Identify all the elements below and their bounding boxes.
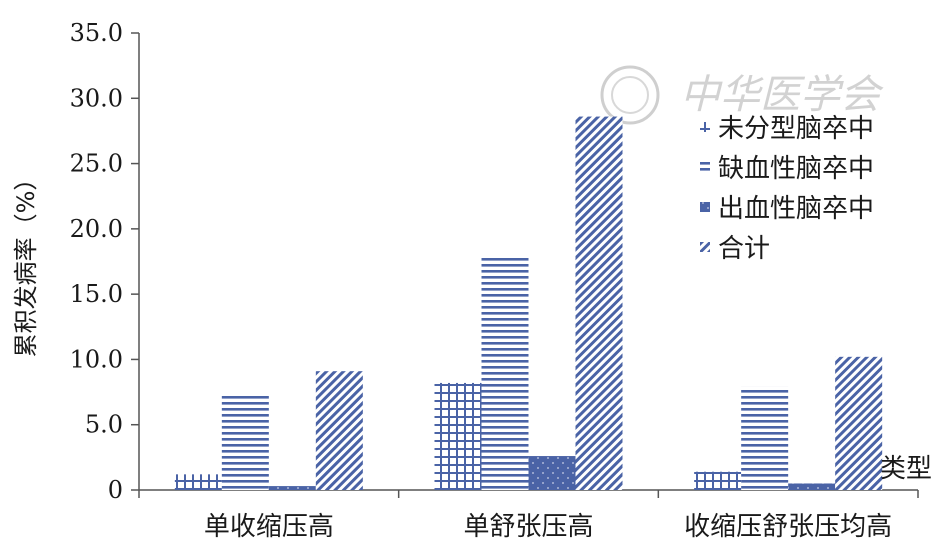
y-tick-label: 10.0 — [70, 345, 123, 373]
legend-swatch — [700, 202, 710, 212]
y-tick-label: 35.0 — [70, 19, 123, 47]
bar-2-category-1 — [221, 393, 269, 490]
bar-2-category-3 — [741, 386, 789, 490]
legend-swatch — [700, 162, 710, 172]
bar-1-category-2 — [434, 382, 482, 490]
legend-label: 出血性脑卒中 — [718, 194, 874, 224]
category-label: 单收缩压高 — [204, 512, 334, 542]
y-tick-label: 25.0 — [70, 150, 123, 178]
legend-label: 缺血性脑卒中 — [718, 154, 874, 184]
bar-3-category-3 — [788, 483, 836, 490]
category-label: 收缩压舒张压均高 — [684, 512, 892, 542]
watermark-seal-inner-icon — [611, 76, 649, 114]
watermark: 中华医学会 — [600, 65, 884, 125]
bar-3-category-1 — [268, 486, 316, 490]
y-tick-label: 5.0 — [85, 411, 123, 439]
bar-3-category-2 — [528, 456, 576, 490]
bar-1-category-1 — [174, 474, 222, 490]
bar-1-category-3 — [694, 471, 742, 490]
bar-4-category-1 — [315, 371, 363, 490]
category-label: 单舒张压高 — [463, 512, 593, 542]
bar-4-category-3 — [835, 356, 883, 490]
legend-swatch — [700, 242, 710, 252]
y-tick-label: 15.0 — [70, 280, 123, 308]
y-tick-label: 20.0 — [70, 215, 123, 243]
y-tick-label: 0 — [108, 476, 123, 504]
legend-label: 合计 — [718, 234, 770, 264]
legend-label: 未分型脑卒中 — [718, 114, 874, 144]
bar-4-category-2 — [575, 116, 623, 491]
legend-swatch — [700, 122, 710, 132]
y-axis-label: 累积发病率（%） — [12, 167, 40, 358]
bar-2-category-2 — [481, 257, 529, 490]
watermark-text: 中华医学会 — [680, 72, 884, 118]
y-tick-label: 30.0 — [70, 84, 123, 112]
watermark-seal-icon — [600, 65, 660, 125]
x-axis-label: 类型 — [880, 454, 932, 484]
